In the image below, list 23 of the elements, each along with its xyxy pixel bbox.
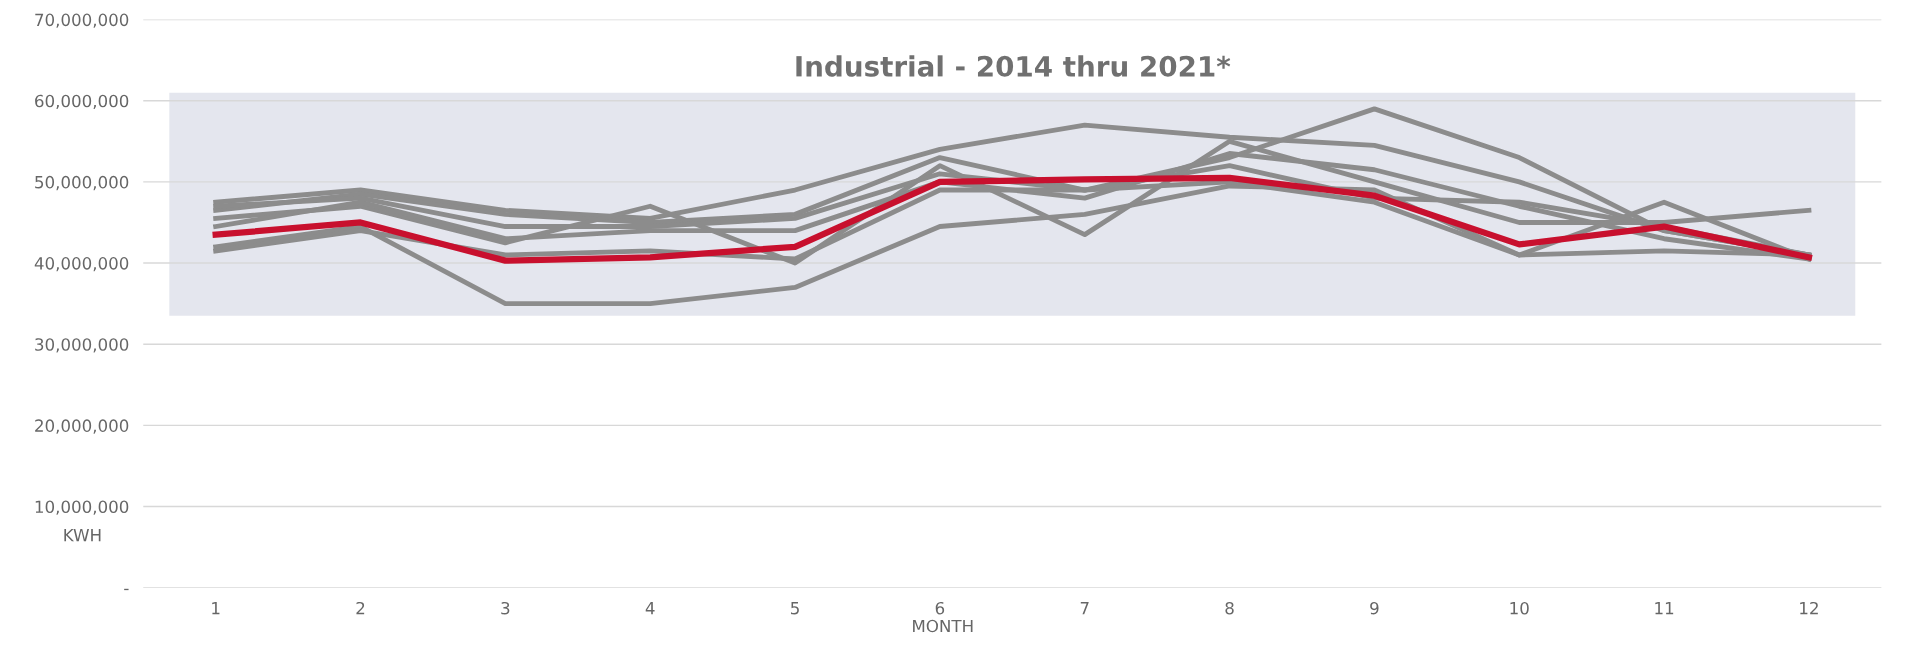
x-axis-title: MONTH — [913, 619, 973, 633]
x-tick-label: 6 — [935, 601, 945, 615]
x-tick-label: 10 — [1510, 601, 1529, 615]
y-tick-label: 60,000,000 — [35, 94, 129, 110]
x-tick-label: 7 — [1080, 602, 1089, 615]
x-tick-label: 9 — [1370, 601, 1379, 615]
y-tick-label: 10,000,000 — [35, 500, 129, 515]
x-tick-label: 12 — [1800, 601, 1818, 615]
y-tick-label: 20,000,000 — [35, 419, 129, 434]
x-tick-label: 11 — [1655, 602, 1674, 615]
y-tick-label: 30,000,000 — [35, 338, 129, 353]
text: Industrial - 2014 thru 2021* — [796, 55, 1231, 77]
y-axis-title: KWH — [64, 529, 101, 542]
y-tick-label: - — [124, 588, 129, 591]
y-tick-label: 40,000,000 — [34, 257, 129, 272]
x-tick-label: 5 — [791, 602, 799, 615]
x-tick-label: 8 — [1225, 601, 1234, 615]
y-tick-label: 70,000,000 — [35, 13, 129, 28]
x-tick-label: 4 — [645, 602, 655, 615]
x-tick-label: 2 — [356, 601, 365, 615]
x-tick-label: 3 — [501, 601, 510, 615]
x-tick-label: 1 — [212, 602, 220, 615]
y-tick-label: 50,000,000 — [35, 175, 129, 191]
